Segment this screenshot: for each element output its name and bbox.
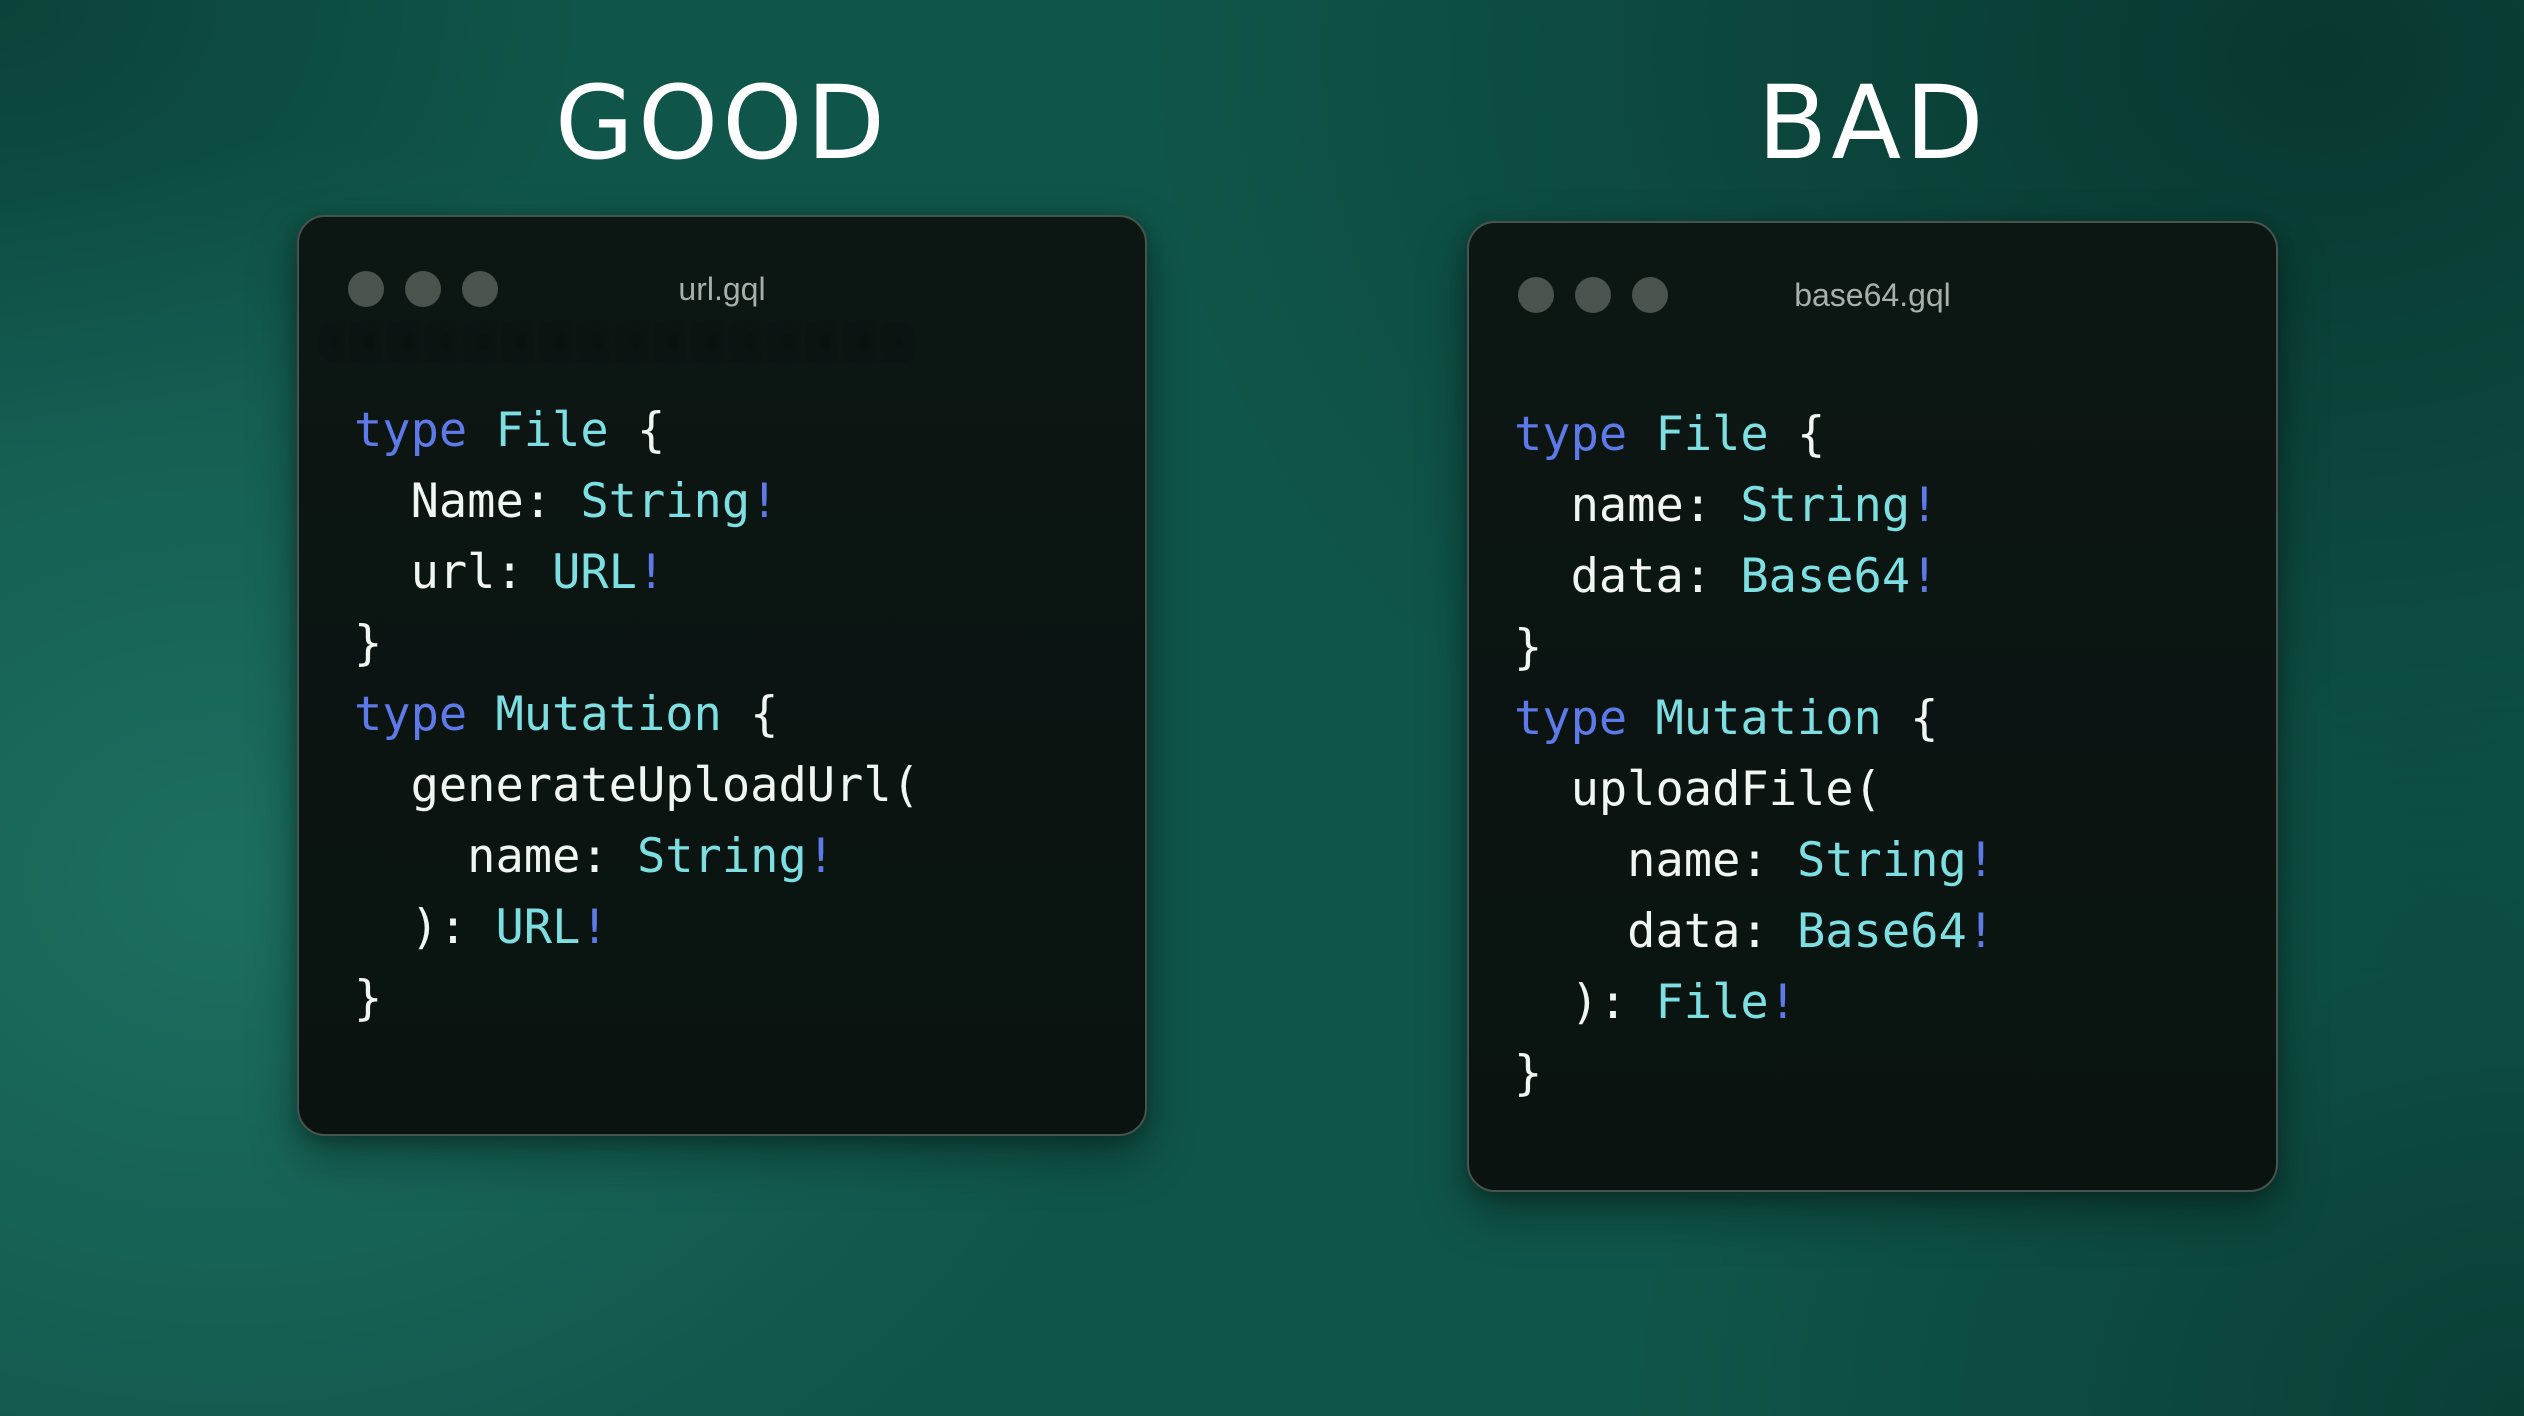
code-token: Mutation [495,687,722,742]
code-line: ): URL! [354,892,920,963]
code-token: ! [806,829,836,884]
code-line: name: String! [354,821,920,892]
code-token: Base64 [1740,549,1911,604]
code-token [1627,691,1655,746]
code-token: ): [1514,975,1656,1030]
code-token: type [354,687,468,742]
code-line: } [354,608,920,679]
window-controls [348,271,498,307]
code-token: ! [750,474,779,529]
code-token: uploadFile( [1514,762,1882,817]
code-line: data: Base64! [1514,541,1995,612]
window-dot-icon [405,271,441,307]
code-token: name: [1514,478,1741,533]
code-line: generateUploadUrl( [354,750,920,821]
window-dot-icon [348,271,384,307]
code-token: } [354,616,383,671]
code-token: String [1796,833,1967,888]
code-token: Base64 [1796,904,1967,959]
window-dot-icon [1575,277,1611,313]
code-line: } [1514,612,1995,683]
code-block-good: type File { Name: String! url: URL!} type… [354,395,920,1034]
code-token: generateUploadUrl( [354,758,920,813]
code-line: Name: String! [354,466,920,537]
window-dot-icon [462,271,498,307]
code-token: url: [354,545,553,600]
window-title: base64.gql [1794,277,1951,313]
code-token: type [1514,407,1628,462]
code-token: URL [552,545,637,600]
code-token: type [354,403,468,458]
code-token: ! [1910,549,1939,604]
code-token: } [1514,1046,1543,1101]
compression-artifact-smudge [327,329,907,355]
code-token: ! [580,900,609,955]
code-token: data: [1514,549,1741,604]
code-token [467,687,495,742]
code-token: File [1655,407,1769,462]
code-line: } [1514,1038,1995,1109]
code-token: ! [1768,975,1797,1030]
heading-good: GOOD [554,64,890,183]
code-line: type File { [1514,399,1995,470]
window-titlebar: url.gql [299,217,1145,327]
code-token: name: [1514,833,1797,888]
code-token: ! [1966,833,1996,888]
code-line: type File { [354,395,920,466]
code-line: data: Base64! [1514,896,1995,967]
code-token: File [1655,975,1769,1030]
code-line: ): File! [1514,967,1995,1038]
code-token: String [1740,478,1911,533]
window-titlebar: base64.gql [1469,223,2276,333]
code-token: File [495,403,609,458]
code-window-good: url.gql type File { Name: String! url: U… [297,215,1147,1136]
code-line: url: URL! [354,537,920,608]
code-token: { [1881,691,1939,746]
code-line: } [354,963,920,1034]
code-token: ! [636,545,666,600]
code-line: type Mutation { [354,679,920,750]
code-line: type Mutation { [1514,683,1995,754]
code-token: String [636,829,807,884]
code-token: Name: [354,474,581,529]
code-block-bad: type File { name: String! data: Base64!}… [1514,399,1995,1109]
code-window-bad: base64.gql type File { name: String! dat… [1467,221,2278,1192]
code-token: name: [354,829,637,884]
code-token [1627,407,1655,462]
code-token: ! [1966,904,1996,959]
code-token: ): [354,900,496,955]
code-token: type [1514,691,1628,746]
code-token: data: [1514,904,1797,959]
window-title: url.gql [678,271,766,307]
code-line: name: String! [1514,470,1995,541]
window-controls [1518,277,1668,313]
code-token: } [354,971,383,1026]
window-dot-icon [1632,277,1668,313]
code-token: } [1514,620,1543,675]
code-token: URL [495,900,581,955]
window-dot-icon [1518,277,1554,313]
code-token: ! [1910,478,1939,533]
code-token [467,403,495,458]
code-line: uploadFile( [1514,754,1995,825]
code-token: { [721,687,779,742]
code-token: { [1768,407,1826,462]
code-line: name: String! [1514,825,1995,896]
code-token: { [608,403,666,458]
code-token: Mutation [1655,691,1882,746]
code-token: String [580,474,751,529]
heading-bad: BAD [1757,64,1988,183]
